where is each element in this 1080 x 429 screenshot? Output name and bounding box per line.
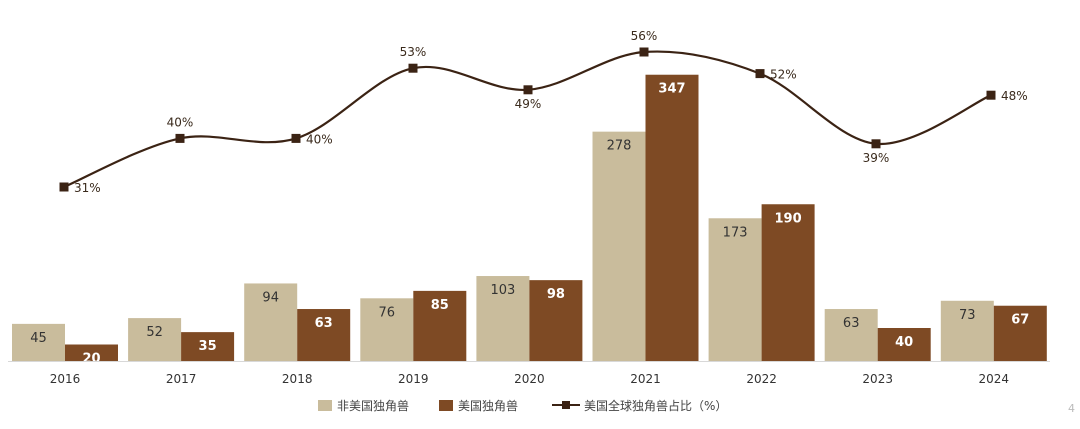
share-label-2024: 48% bbox=[1001, 89, 1028, 103]
bar-non-us-2021 bbox=[592, 131, 646, 361]
line-layer: 31% 40% 40% 53% 49% 56% 52% 39% 48% bbox=[59, 29, 1028, 195]
share-label-2020: 49% bbox=[515, 97, 542, 111]
bar-label-non-us-2020: 103 bbox=[490, 283, 515, 298]
x-tick-2016: 2016 bbox=[50, 372, 81, 386]
share-marker-2023 bbox=[871, 139, 881, 149]
bar-label-non-us-2019: 76 bbox=[379, 305, 396, 320]
share-marker-2020 bbox=[523, 85, 533, 95]
bar-non-us-2024 bbox=[940, 300, 994, 361]
bar-us-2021 bbox=[645, 74, 699, 361]
bar-label-non-us-2023: 63 bbox=[843, 316, 860, 331]
x-tick-2020: 2020 bbox=[514, 372, 545, 386]
bar-label-us-2019: 85 bbox=[431, 298, 449, 313]
share-marker-2019 bbox=[408, 63, 418, 73]
bar-us-2020 bbox=[529, 280, 583, 361]
share-label-2022: 52% bbox=[770, 68, 797, 82]
share-line bbox=[63, 50, 992, 189]
bar-label-us-2017: 35 bbox=[199, 339, 217, 354]
bar-non-us-2018 bbox=[244, 283, 298, 361]
bar-non-us-2016 bbox=[12, 323, 65, 361]
bar-label-non-us-2017: 52 bbox=[146, 325, 163, 340]
bar-label-us-2022: 190 bbox=[775, 211, 802, 226]
bar-label-us-2023: 40 bbox=[895, 335, 913, 350]
x-tick-2022: 2022 bbox=[746, 372, 777, 386]
x-tick-2023: 2023 bbox=[862, 372, 893, 386]
share-marker-2024 bbox=[986, 90, 996, 100]
share-marker-2022 bbox=[755, 69, 765, 79]
bar-label-non-us-2016: 45 bbox=[30, 331, 47, 346]
legend-label-share: 美国全球独角兽占比（%） bbox=[584, 398, 727, 413]
x-tick-2024: 2024 bbox=[979, 372, 1010, 386]
x-tick-2021: 2021 bbox=[630, 372, 661, 386]
x-tick-2018: 2018 bbox=[282, 372, 313, 386]
bar-non-us-2022 bbox=[708, 218, 762, 361]
share-label-2019: 53% bbox=[400, 45, 427, 59]
bar-label-non-us-2024: 73 bbox=[959, 308, 976, 323]
bar-us-2017 bbox=[181, 332, 235, 361]
bar-us-2018 bbox=[297, 309, 351, 361]
share-marker-2016 bbox=[59, 182, 69, 192]
legend: 非美国独角兽 美国独角兽 美国全球独角兽占比（%） bbox=[318, 398, 727, 413]
x-tick-labels: 2016 2017 2018 2019 2020 2021 2022 2023 2024 bbox=[50, 372, 1009, 386]
share-marker-2017 bbox=[175, 133, 185, 143]
bar-label-us-2024: 67 bbox=[1011, 313, 1029, 328]
share-marker-2018 bbox=[291, 133, 301, 143]
x-tick-2017: 2017 bbox=[166, 372, 197, 386]
bar-non-us-2017 bbox=[128, 318, 182, 361]
legend-swatch-non-us bbox=[318, 400, 332, 411]
bar-non-us-2023 bbox=[824, 309, 878, 361]
bar-label-us-2020: 98 bbox=[547, 287, 565, 302]
bar-non-us-2020 bbox=[476, 276, 530, 361]
page-number: 4 bbox=[1068, 402, 1075, 415]
legend-label-us: 美国独角兽 bbox=[458, 399, 518, 413]
bar-label-us-2016: 20 bbox=[82, 352, 100, 367]
share-marker-2021 bbox=[639, 47, 649, 57]
share-label-2016: 31% bbox=[74, 181, 101, 195]
bar-us-2019 bbox=[413, 290, 467, 361]
bars-layer: 45 20 52 35 94 63 76 85 103 98 278 347 173 190 63 40 73 6… bbox=[12, 74, 1047, 367]
bar-label-non-us-2021: 278 bbox=[607, 139, 632, 154]
bar-us-2023 bbox=[877, 328, 931, 361]
x-tick-2019: 2019 bbox=[398, 372, 429, 386]
share-label-2021: 56% bbox=[631, 29, 658, 43]
bar-label-us-2018: 63 bbox=[315, 316, 333, 331]
legend-swatch-us bbox=[439, 400, 453, 411]
legend-marker-share bbox=[562, 401, 570, 409]
share-label-2017: 40% bbox=[167, 115, 194, 129]
bar-us-2016 bbox=[65, 344, 118, 361]
bar-label-us-2021: 347 bbox=[658, 82, 685, 97]
share-label-2018: 40% bbox=[306, 132, 333, 146]
bar-label-non-us-2022: 173 bbox=[723, 225, 748, 240]
bar-us-2022 bbox=[761, 204, 815, 361]
bar-us-2024 bbox=[993, 305, 1047, 361]
legend-label-non-us: 非美国独角兽 bbox=[337, 399, 409, 413]
bar-non-us-2019 bbox=[360, 298, 414, 361]
share-label-2023: 39% bbox=[863, 151, 890, 165]
bar-label-non-us-2018: 94 bbox=[262, 290, 279, 305]
